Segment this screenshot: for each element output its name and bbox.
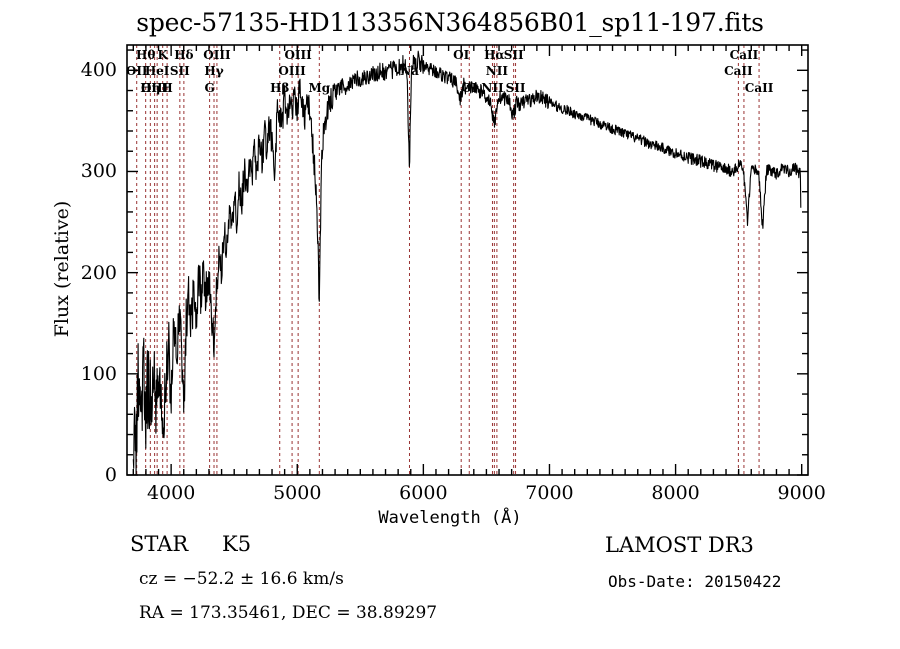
spectral-line-label: OIII	[140, 81, 169, 95]
spectral-line-label: Hδ	[174, 48, 194, 62]
spectral-line-label: H	[161, 81, 173, 95]
spectral-line-label: CaII	[729, 48, 759, 62]
spectral-line-label: K	[157, 48, 168, 62]
y-tick-label: 0	[104, 464, 117, 486]
object-type-label: STAR	[130, 532, 189, 556]
spectral-line-label: OIII	[278, 64, 306, 78]
spectral-line-label: CaII	[744, 81, 774, 95]
survey-label: LAMOST DR3	[605, 533, 754, 557]
spectral-line-label: Hθ	[135, 48, 156, 62]
spectral-line-label: OI	[453, 48, 470, 62]
y-tick-label: 100	[80, 362, 117, 385]
spectral-line-label: OIII	[203, 48, 231, 62]
spectral-line-label: HeI	[144, 64, 170, 78]
y-axis-label: Flux (relative)	[51, 200, 73, 338]
observation-date-label: Obs-Date: 20150422	[608, 572, 782, 591]
y-tick-label: 200	[80, 261, 117, 284]
spectral-line-label: Hη	[140, 81, 161, 95]
spectral-line-label: SII	[503, 48, 524, 62]
spectral-line-label: OI	[461, 81, 478, 95]
spectral-line-label: NII	[485, 64, 508, 78]
spectral-line-label: Hγ	[204, 64, 224, 78]
plot-frame	[126, 44, 809, 476]
redshift-velocity-label: cz = −52.2 ± 16.6 km/s	[139, 569, 344, 589]
spectral-class-label: K5	[222, 532, 252, 556]
spectral-line-label: CaII	[724, 64, 753, 78]
spectral-line-label: Hβ	[270, 81, 290, 95]
spectral-line-label: NII	[481, 81, 504, 95]
spectral-line-label: Hα	[484, 48, 505, 62]
spectral-line-label: SII	[169, 64, 190, 78]
coordinates-label: RA = 173.35461, DEC = 38.89297	[139, 603, 438, 623]
spectrum-curve	[132, 50, 802, 476]
x-tick-label: 9000	[777, 482, 826, 504]
x-tick-label: 6000	[399, 482, 448, 504]
x-tick-label: 8000	[651, 482, 700, 504]
x-axis-label: Wavelength (Å)	[378, 508, 522, 528]
x-tick-label: 7000	[525, 482, 574, 504]
spectral-line-label: OIII	[284, 48, 312, 62]
spectral-line-label: Na	[400, 64, 419, 78]
y-tick-label: 400	[80, 59, 117, 82]
spectral-line-label: OII	[125, 64, 148, 78]
spectral-line-label: Mg	[308, 81, 331, 95]
x-tick-label: 5000	[273, 482, 322, 504]
page-title: spec-57135-HD113356N364856B01_sp11-197.f…	[136, 8, 764, 37]
y-tick-label: 300	[80, 160, 117, 183]
spectral-line-label: G	[204, 81, 215, 95]
x-tick-label: 4000	[146, 482, 196, 504]
spectral-line-label: SII	[505, 81, 526, 95]
